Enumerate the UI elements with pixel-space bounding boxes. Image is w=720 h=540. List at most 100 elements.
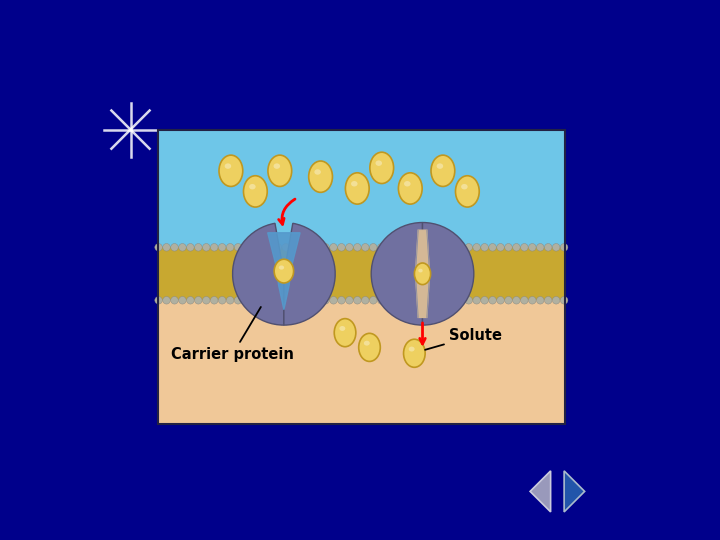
Circle shape xyxy=(202,296,210,304)
Circle shape xyxy=(179,244,186,251)
Circle shape xyxy=(425,296,433,304)
Ellipse shape xyxy=(243,176,267,207)
Circle shape xyxy=(282,244,289,251)
Circle shape xyxy=(338,244,346,251)
Circle shape xyxy=(322,296,329,304)
Circle shape xyxy=(552,244,560,251)
Ellipse shape xyxy=(415,263,431,285)
Ellipse shape xyxy=(456,176,480,207)
Circle shape xyxy=(210,296,218,304)
Ellipse shape xyxy=(398,173,422,204)
Circle shape xyxy=(393,244,401,251)
Circle shape xyxy=(218,296,226,304)
Circle shape xyxy=(377,244,385,251)
Circle shape xyxy=(282,296,289,304)
Circle shape xyxy=(441,296,449,304)
Circle shape xyxy=(401,296,409,304)
Circle shape xyxy=(194,244,202,251)
Circle shape xyxy=(536,296,544,304)
Circle shape xyxy=(457,244,464,251)
Polygon shape xyxy=(564,471,585,512)
Circle shape xyxy=(346,244,354,251)
Circle shape xyxy=(361,296,369,304)
Circle shape xyxy=(330,296,337,304)
Circle shape xyxy=(202,244,210,251)
Circle shape xyxy=(186,244,194,251)
Circle shape xyxy=(505,244,512,251)
Ellipse shape xyxy=(370,152,394,184)
Circle shape xyxy=(481,244,488,251)
Circle shape xyxy=(306,296,313,304)
Ellipse shape xyxy=(225,164,231,169)
Circle shape xyxy=(552,296,560,304)
Circle shape xyxy=(258,244,266,251)
Circle shape xyxy=(385,244,393,251)
Ellipse shape xyxy=(409,347,415,352)
Circle shape xyxy=(163,244,171,251)
Ellipse shape xyxy=(351,181,358,186)
Circle shape xyxy=(226,244,234,251)
Circle shape xyxy=(513,296,520,304)
Circle shape xyxy=(306,244,313,251)
Circle shape xyxy=(298,244,305,251)
Circle shape xyxy=(314,244,321,251)
Circle shape xyxy=(409,296,417,304)
Ellipse shape xyxy=(249,184,256,190)
Ellipse shape xyxy=(418,269,423,273)
Circle shape xyxy=(377,296,385,304)
Ellipse shape xyxy=(334,319,356,347)
Circle shape xyxy=(457,296,464,304)
Ellipse shape xyxy=(279,266,284,269)
Circle shape xyxy=(234,296,242,304)
Circle shape xyxy=(251,296,258,304)
Circle shape xyxy=(218,244,226,251)
Ellipse shape xyxy=(461,184,468,190)
Circle shape xyxy=(298,296,305,304)
Ellipse shape xyxy=(431,155,455,186)
Circle shape xyxy=(489,244,496,251)
Circle shape xyxy=(163,296,171,304)
Text: Carrier protein: Carrier protein xyxy=(171,307,294,362)
Circle shape xyxy=(171,244,179,251)
Bar xyxy=(158,300,565,424)
Ellipse shape xyxy=(404,181,410,186)
Circle shape xyxy=(234,244,242,251)
Circle shape xyxy=(226,296,234,304)
Circle shape xyxy=(258,296,266,304)
Circle shape xyxy=(155,296,162,304)
Text: Solute: Solute xyxy=(425,328,503,350)
Ellipse shape xyxy=(309,161,333,192)
Ellipse shape xyxy=(364,341,370,346)
Ellipse shape xyxy=(274,259,294,283)
Ellipse shape xyxy=(315,169,321,175)
Ellipse shape xyxy=(339,326,346,331)
Wedge shape xyxy=(372,222,423,325)
Circle shape xyxy=(417,244,425,251)
Circle shape xyxy=(433,296,441,304)
Circle shape xyxy=(497,244,504,251)
Circle shape xyxy=(210,244,218,251)
Circle shape xyxy=(560,244,568,251)
Circle shape xyxy=(465,244,472,251)
Ellipse shape xyxy=(376,160,382,166)
Circle shape xyxy=(473,244,480,251)
Circle shape xyxy=(290,244,297,251)
Circle shape xyxy=(369,296,377,304)
Ellipse shape xyxy=(436,164,444,169)
Circle shape xyxy=(441,244,449,251)
Polygon shape xyxy=(530,471,551,512)
Circle shape xyxy=(401,244,409,251)
Circle shape xyxy=(465,296,472,304)
Circle shape xyxy=(330,244,337,251)
Polygon shape xyxy=(415,230,430,318)
Circle shape xyxy=(155,244,162,251)
Circle shape xyxy=(314,296,321,304)
Circle shape xyxy=(433,244,441,251)
Circle shape xyxy=(354,244,361,251)
Circle shape xyxy=(409,244,417,251)
Circle shape xyxy=(489,296,496,304)
Circle shape xyxy=(338,296,346,304)
Bar xyxy=(158,247,565,300)
Circle shape xyxy=(179,296,186,304)
Circle shape xyxy=(473,296,480,304)
